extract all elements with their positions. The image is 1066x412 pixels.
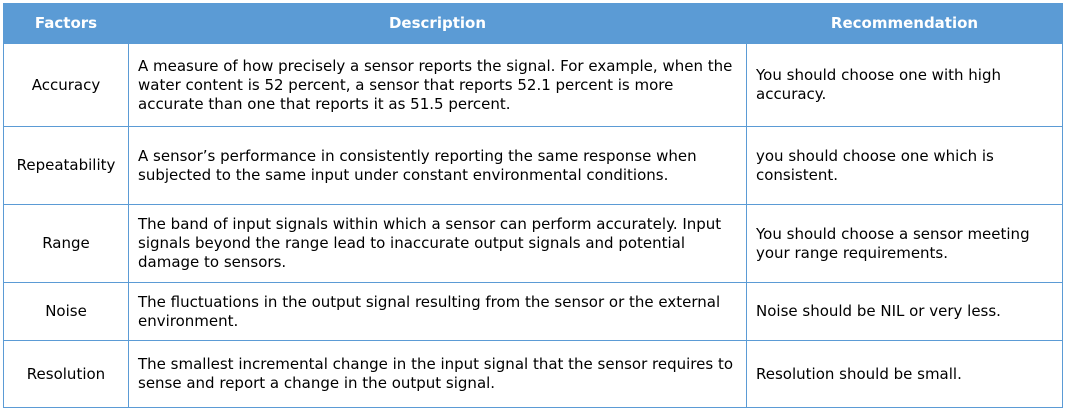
factor-cell: Repeatability [3,126,129,205]
table-row: Repeatability A sensor’s performance in … [3,126,1063,205]
description-cell: A sensor’s performance in consistently r… [128,126,747,205]
recommendation-cell: You should choose one with high accuracy… [746,43,1063,127]
factor-cell: Noise [3,282,129,341]
description-cell: The fluctuations in the output signal re… [128,282,747,341]
recommendation-cell: Noise should be NIL or very less. [746,282,1063,341]
factor-cell: Accuracy [3,43,129,127]
header-recommendation: Recommendation [746,3,1063,44]
table-body: Accuracy A measure of how precisely a se… [3,43,1063,408]
recommendation-cell: Resolution should be small. [746,340,1063,408]
header-description: Description [128,3,747,44]
header-factors: Factors [3,3,129,44]
table-row: Noise The fluctuations in the output sig… [3,282,1063,341]
table-row: Range The band of input signals within w… [3,204,1063,283]
description-cell: The smallest incremental change in the i… [128,340,747,408]
table-row: Accuracy A measure of how precisely a se… [3,43,1063,127]
table-row: Resolution The smallest incremental chan… [3,340,1063,408]
table-header: Factors Description Recommendation [3,3,1063,44]
factor-cell: Range [3,204,129,283]
description-cell: The band of input signals within which a… [128,204,747,283]
recommendation-cell: You should choose a sensor meeting your … [746,204,1063,283]
sensor-factors-table: Factors Description Recommendation Accur… [3,3,1063,408]
recommendation-cell: you should choose one which is consisten… [746,126,1063,205]
description-cell: A measure of how precisely a sensor repo… [128,43,747,127]
header-row: Factors Description Recommendation [3,3,1063,44]
factor-cell: Resolution [3,340,129,408]
